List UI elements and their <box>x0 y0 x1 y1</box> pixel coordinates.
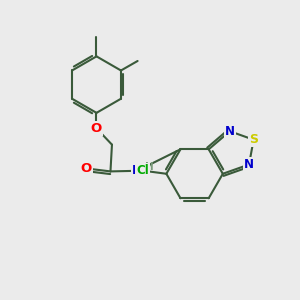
Text: N: N <box>244 158 254 171</box>
Text: O: O <box>91 122 102 135</box>
Text: S: S <box>249 133 258 146</box>
Text: N: N <box>225 125 235 138</box>
Text: H: H <box>145 162 154 172</box>
Text: O: O <box>80 162 92 175</box>
Text: Cl: Cl <box>136 164 149 177</box>
Text: N: N <box>132 164 142 177</box>
